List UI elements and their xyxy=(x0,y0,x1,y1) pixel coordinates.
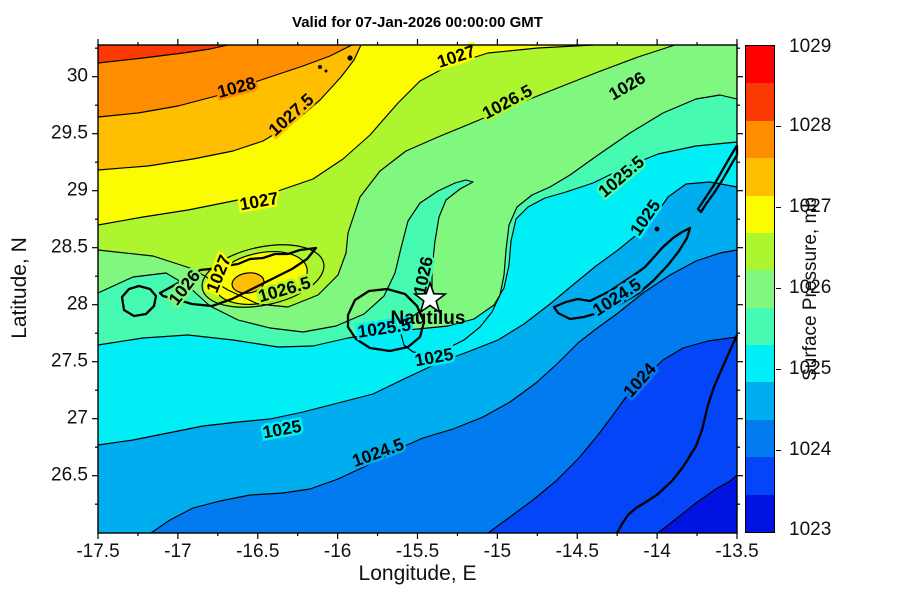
x-tick-label: -15 xyxy=(483,541,512,562)
colorbar-stripe xyxy=(746,345,774,383)
colorbar-stripe xyxy=(746,232,774,271)
y-tick-label: 28.5 xyxy=(51,236,88,258)
coastline xyxy=(552,226,692,321)
colorbar-tick-label: 1024 xyxy=(789,439,832,460)
colorbar-stripe xyxy=(746,46,774,84)
coastline xyxy=(158,246,318,308)
colorbar-stripe xyxy=(746,382,774,420)
colorbar-tick xyxy=(776,369,781,370)
y-tick-label: 28 xyxy=(66,293,88,315)
islet-dot xyxy=(347,55,353,61)
colorbar-tick-label: 1025 xyxy=(789,358,832,379)
colorbar-tick xyxy=(776,126,781,127)
x-tick-label: -14.5 xyxy=(555,541,599,562)
x-tick-label: -16.5 xyxy=(236,541,280,562)
x-tick-label: -17.5 xyxy=(76,541,120,562)
plot-frame xyxy=(97,44,738,534)
colorbar-stripe xyxy=(746,307,774,345)
coastline xyxy=(346,287,426,353)
x-tick-label: -16 xyxy=(323,541,352,562)
colorbar-tick-label: 1023 xyxy=(789,519,832,540)
y-tick-label: 26.5 xyxy=(51,464,88,486)
colorbar-tick-label: 1028 xyxy=(789,115,832,136)
colorbar-stripe xyxy=(746,158,774,196)
coastline xyxy=(615,334,739,534)
y-tick-label: 30 xyxy=(66,65,88,87)
y-tick-label: 29 xyxy=(66,179,88,201)
colorbar-tick-label: 1029 xyxy=(789,36,832,57)
islet-dot xyxy=(324,69,328,73)
colorbar-tick-label: 1027 xyxy=(789,196,832,217)
colorbar-tick-label: 1026 xyxy=(789,277,832,298)
colorbar-tick xyxy=(776,450,781,451)
colorbar-stripe xyxy=(746,195,774,233)
colorbar-stripe xyxy=(746,83,774,121)
colorbar-tick xyxy=(776,207,781,208)
y-tick-label: 29.5 xyxy=(51,122,88,144)
y-tick-label: 27.5 xyxy=(51,350,88,372)
colorbar-stripe xyxy=(746,494,774,532)
y-tick-label: 27 xyxy=(66,407,88,429)
coastline xyxy=(120,284,158,318)
colorbar-tick xyxy=(776,288,781,289)
x-axis-label: Longitude, E xyxy=(358,562,477,585)
colorbar-label: Surface Pressure, mb xyxy=(800,197,821,381)
colorbar-stripe xyxy=(746,270,774,308)
x-tick-label: -15.5 xyxy=(395,541,440,562)
x-tick-label: -14 xyxy=(643,541,671,562)
plot-title: Valid for 07-Jan-2026 00:00:00 GMT xyxy=(292,14,543,31)
x-tick-label: -17 xyxy=(164,541,192,562)
y-axis-label: Latitude, N xyxy=(8,237,31,339)
colorbar-stripe xyxy=(746,419,774,458)
contour-lines xyxy=(97,44,738,534)
nautilus-star-marker[interactable] xyxy=(412,280,448,314)
islet-dot xyxy=(318,65,322,69)
x-tick-label: -13.5 xyxy=(715,541,759,562)
colorbar-stripe xyxy=(746,457,774,495)
colorbar[interactable] xyxy=(745,45,775,533)
pressure-fill-bands xyxy=(98,45,737,533)
islet-dot xyxy=(654,226,660,232)
station-label: Nautilus xyxy=(391,308,466,329)
colorbar-stripe xyxy=(746,120,774,159)
